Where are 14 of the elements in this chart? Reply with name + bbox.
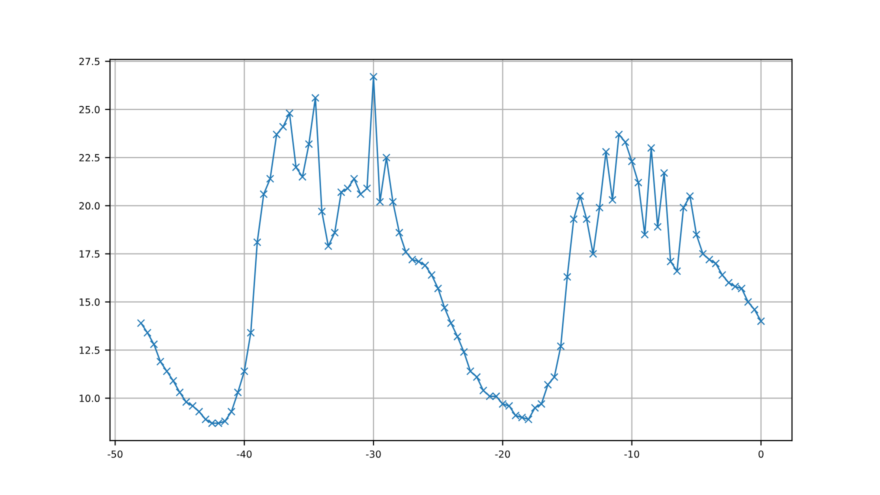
x-tick-label: -40 — [236, 450, 252, 458]
x-tick-label: 0 — [758, 450, 764, 458]
y-tick-label: 12.5 — [80, 346, 100, 354]
x-tick-label: -20 — [495, 450, 510, 458]
y-tick-label: 20.0 — [79, 202, 100, 210]
y-tick-label: 10.0 — [80, 394, 100, 402]
y-tick-label: 25.0 — [79, 106, 100, 114]
y-tick-label: 17.5 — [80, 250, 100, 258]
x-tick-label: -30 — [366, 450, 381, 458]
y-tick-label: 27.5 — [79, 58, 100, 66]
x-tick-label: -10 — [624, 450, 640, 458]
y-tick-label: 15.0 — [80, 298, 100, 306]
x-tick-label: -50 — [108, 450, 122, 458]
y-tick-label: 22.5 — [79, 154, 100, 162]
